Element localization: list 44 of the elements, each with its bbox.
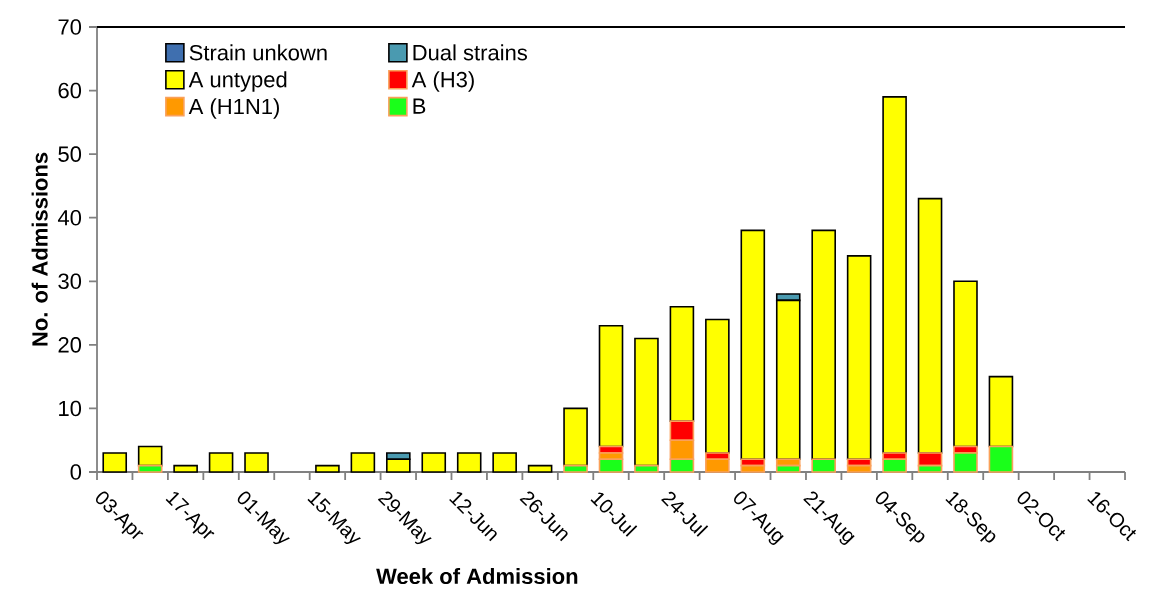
bar — [492, 452, 517, 473]
bar — [563, 464, 588, 473]
x-axis-title: Week of Admission — [376, 567, 578, 585]
bar — [953, 280, 978, 448]
bar — [421, 452, 447, 473]
bar — [811, 229, 836, 461]
bar — [634, 337, 659, 467]
legend-label: A (H1N1) — [188, 98, 279, 119]
bar — [208, 452, 234, 473]
legend-label: Dual strains — [413, 44, 527, 61]
y-tick-label: 50 — [58, 146, 82, 162]
y-tick-label: 70 — [58, 19, 82, 35]
bar — [173, 464, 198, 473]
bar — [598, 324, 624, 448]
bar — [988, 445, 1014, 473]
bar — [456, 452, 482, 473]
y-tick-label: 20 — [58, 337, 82, 353]
legend-label: B — [413, 98, 426, 114]
bar — [315, 464, 340, 473]
bar — [988, 375, 1014, 448]
y-tick-label: 0 — [70, 464, 82, 480]
bar — [740, 229, 766, 461]
bar — [244, 452, 269, 473]
y-tick-label: 60 — [58, 82, 82, 99]
legend-label: A untyped — [188, 71, 287, 92]
y-tick-label: 10 — [59, 400, 82, 417]
y-tick-label: 40 — [57, 209, 82, 226]
bar — [527, 464, 553, 473]
y-tick-label: 30 — [58, 273, 82, 290]
legend-label: A (H3) — [411, 71, 474, 92]
bar — [846, 255, 872, 461]
y-axis-title: No. of Admissions — [31, 152, 48, 346]
bar — [811, 458, 836, 473]
bar — [917, 197, 943, 454]
legend-label: Strain unkown — [189, 44, 327, 61]
bar — [102, 452, 128, 473]
bar — [669, 305, 695, 422]
bar — [137, 464, 163, 473]
bar — [563, 407, 588, 467]
bar — [634, 464, 659, 473]
bar — [137, 445, 163, 467]
bar — [350, 452, 376, 473]
bar — [705, 318, 730, 454]
bar — [882, 96, 907, 454]
